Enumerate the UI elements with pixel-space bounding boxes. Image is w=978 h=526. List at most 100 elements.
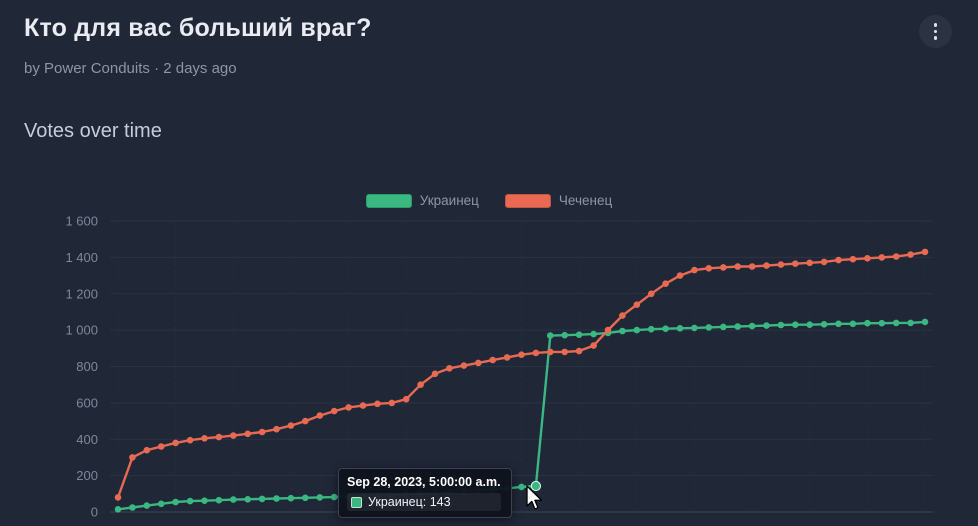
data-point[interactable] [215,496,223,504]
data-point[interactable] [258,495,266,503]
data-point[interactable] [460,362,468,369]
data-point[interactable] [820,258,828,266]
data-point[interactable] [172,498,179,506]
data-point[interactable] [186,497,194,505]
data-point[interactable] [662,325,669,333]
data-point[interactable] [273,425,280,433]
data-point[interactable] [302,494,309,502]
data-point[interactable] [849,255,857,263]
data-point[interactable] [518,483,525,491]
data-point[interactable] [215,433,223,441]
data-point[interactable] [388,399,396,407]
data-point[interactable] [705,324,713,331]
data-point[interactable] [186,436,194,444]
data-point[interactable] [489,356,497,364]
data-point[interactable] [921,318,929,326]
hovered-data-point[interactable] [530,480,542,492]
data-point[interactable] [561,331,568,339]
data-point[interactable] [734,263,741,270]
data-point[interactable] [201,497,208,505]
data-point[interactable] [835,256,842,264]
legend-item-chechenec[interactable]: Чеченец [504,193,612,208]
data-point[interactable] [157,443,165,450]
data-point[interactable] [806,259,813,267]
data-point[interactable] [172,439,179,447]
data-point[interactable] [748,263,756,270]
data-point[interactable] [258,428,266,436]
data-point[interactable] [230,496,237,503]
data-point[interactable] [244,430,251,438]
data-point[interactable] [590,330,597,338]
data-point[interactable] [777,261,785,268]
data-point[interactable] [417,381,424,389]
data-point[interactable] [619,312,626,319]
legend-item-ukrainec[interactable]: Украинец [365,193,479,208]
data-point[interactable] [820,321,828,328]
data-point[interactable] [647,325,655,333]
data-point[interactable] [878,254,886,261]
data-point[interactable] [201,435,208,442]
data-point[interactable] [143,502,151,509]
data-point[interactable] [532,349,540,357]
data-point[interactable] [114,506,122,513]
data-point[interactable] [676,325,684,332]
data-point[interactable] [503,354,511,361]
data-point[interactable] [892,253,900,260]
data-point[interactable] [633,301,641,309]
data-point[interactable] [157,500,165,508]
data-point[interactable] [763,322,770,329]
data-point[interactable] [878,319,886,327]
data-point[interactable] [316,494,324,501]
data-point[interactable] [662,280,669,288]
data-point[interactable] [330,407,338,415]
data-point[interactable] [892,319,900,327]
data-point[interactable] [359,402,367,409]
data-point[interactable] [402,395,410,403]
data-point[interactable] [921,248,929,256]
data-point[interactable] [244,496,251,503]
data-point[interactable] [705,265,713,272]
data-point[interactable] [575,347,583,355]
data-point[interactable] [734,323,741,330]
data-point[interactable] [792,321,799,329]
data-point[interactable] [330,493,338,501]
data-point[interactable] [792,260,799,268]
data-point[interactable] [604,326,612,334]
data-point[interactable] [316,412,324,419]
data-point[interactable] [345,404,352,411]
data-point[interactable] [835,320,842,328]
data-point[interactable] [431,370,439,378]
data-point[interactable] [547,348,554,356]
data-point[interactable] [143,446,151,454]
data-point[interactable] [287,422,295,429]
data-point[interactable] [777,321,785,329]
data-point[interactable] [561,348,568,356]
data-point[interactable] [806,321,813,329]
data-point[interactable] [720,264,727,271]
data-point[interactable] [907,251,914,258]
data-point[interactable] [273,495,280,502]
data-point[interactable] [748,322,756,330]
data-point[interactable] [475,359,482,367]
data-point[interactable] [633,326,641,334]
data-point[interactable] [691,324,698,332]
data-point[interactable] [849,320,857,328]
data-point[interactable] [575,331,583,339]
data-point[interactable] [302,417,309,425]
data-point[interactable] [864,254,871,262]
data-point[interactable] [590,342,597,349]
data-point[interactable] [907,319,914,327]
kebab-menu-button[interactable] [919,15,952,48]
data-point[interactable] [129,454,136,461]
data-point[interactable] [676,272,684,279]
data-point[interactable] [518,351,525,359]
data-point[interactable] [619,327,626,335]
data-point[interactable] [763,262,770,269]
data-point[interactable] [691,266,698,274]
data-point[interactable] [230,432,237,439]
data-point[interactable] [287,494,295,502]
data-point[interactable] [864,319,871,327]
data-point[interactable] [374,400,381,408]
data-point[interactable] [114,494,122,501]
